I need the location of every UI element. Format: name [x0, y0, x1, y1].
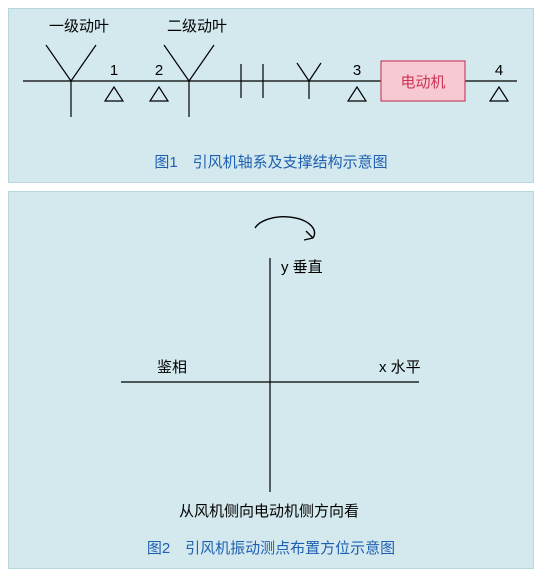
- figure-1-caption: 图1 引风机轴系及支撑结构示意图: [9, 151, 533, 172]
- rotation-arrow-icon: [255, 217, 314, 240]
- bearing-2-label: 2: [155, 62, 163, 79]
- bearing-triangle-icon: [490, 87, 508, 101]
- figure-1-panel: 一级动叶 二级动叶 1 2 3 4: [8, 8, 534, 183]
- bearing-3-label: 3: [353, 62, 361, 79]
- bearing-triangle-icon: [150, 87, 168, 101]
- motor-label: 电动机: [400, 74, 445, 91]
- figure-2-panel: y 垂直 x 水平 鉴相 从风机侧向电动机侧方向看 图2 引风机振动测点布置方位…: [8, 191, 534, 569]
- y-axis-label: y 垂直: [281, 259, 323, 276]
- view-note: 从风机侧向电动机侧方向看: [179, 503, 359, 520]
- bearing-triangle-icon: [105, 87, 123, 101]
- x-axis-label: x 水平: [379, 359, 421, 376]
- fig1-svg: 一级动叶 二级动叶 1 2 3 4: [9, 9, 533, 149]
- fig2-svg: y 垂直 x 水平 鉴相 从风机侧向电动机侧方向看: [9, 192, 533, 532]
- phase-label: 鉴相: [157, 359, 187, 376]
- stage1-label: 一级动叶: [49, 18, 109, 35]
- bearing-4-label: 4: [495, 62, 503, 79]
- motor-box: 电动机: [381, 61, 465, 101]
- bearing-1-label: 1: [110, 62, 118, 79]
- bearing-triangle-icon: [348, 87, 366, 101]
- figure-2-caption: 图2 引风机振动测点布置方位示意图: [9, 537, 533, 558]
- stage2-label: 二级动叶: [167, 18, 227, 35]
